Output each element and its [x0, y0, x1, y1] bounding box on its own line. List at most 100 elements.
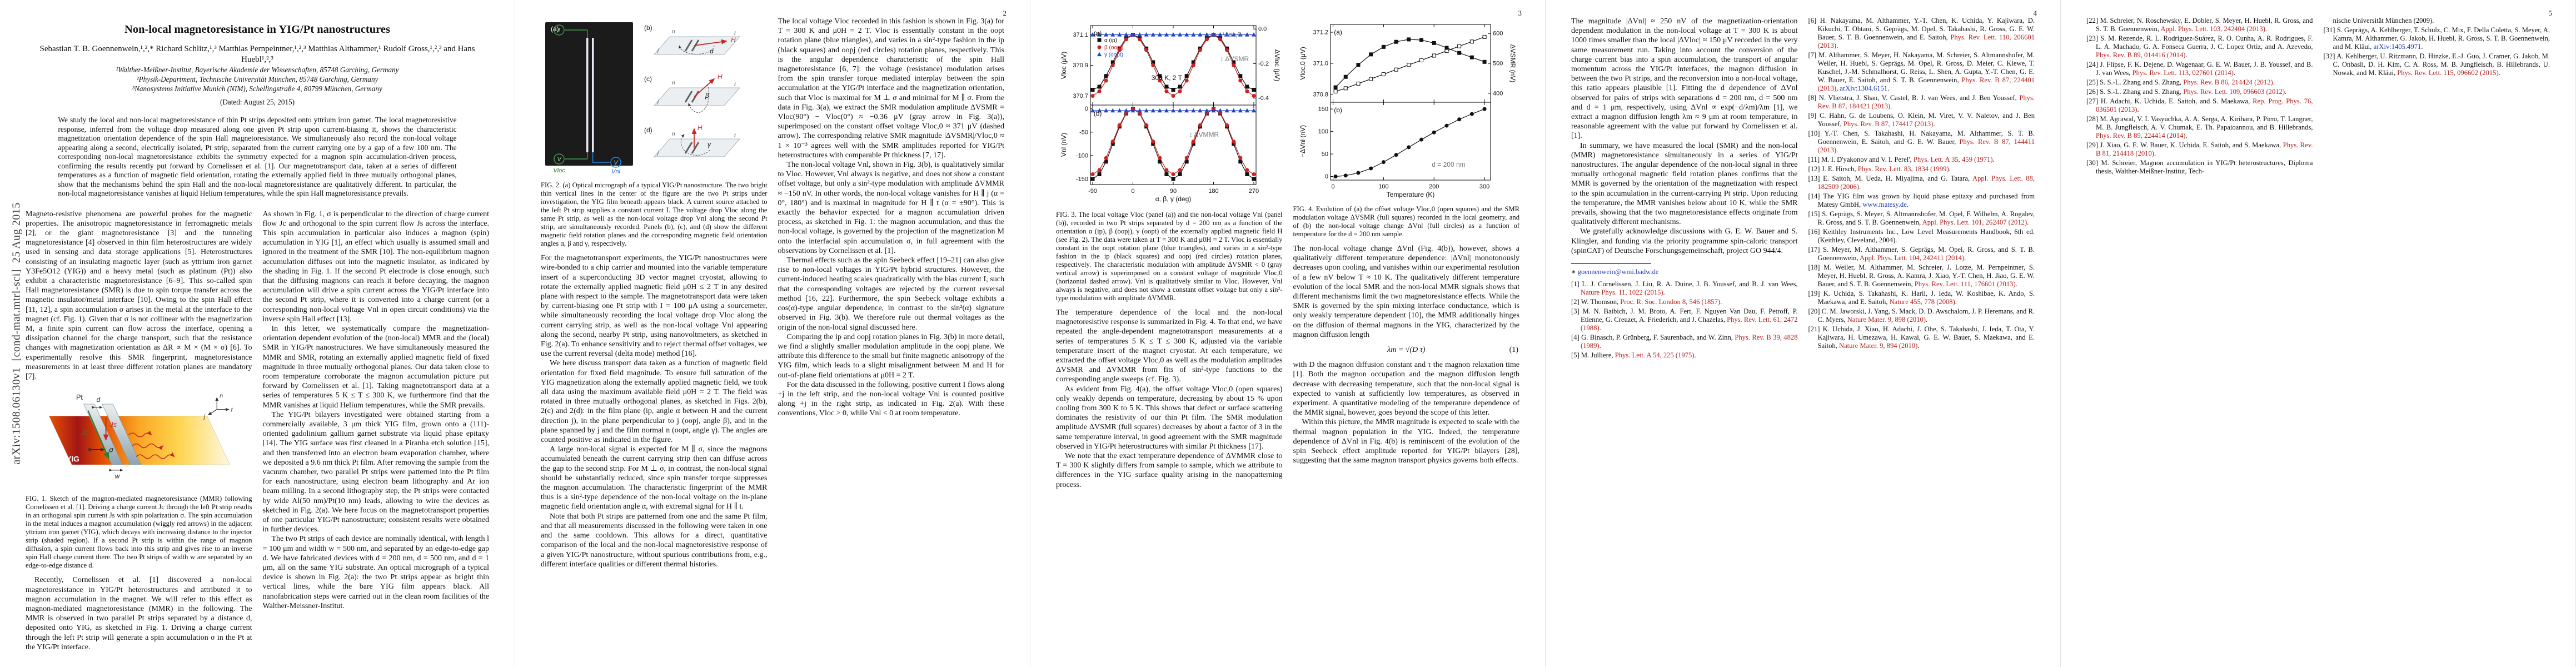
figure1-caption: FIG. 1. Sketch of the magnon-mediated ma… [26, 495, 252, 570]
reference-continuation: nische Universität München (2009). [2333, 17, 2434, 24]
svg-text:γ: γ [707, 141, 711, 148]
reference-entry: [3] M. N. Baibich, J. M. Broto, A. Fert,… [1571, 307, 1798, 332]
svg-text:(d): (d) [644, 126, 652, 134]
svg-text:370.7: 370.7 [1073, 93, 1088, 99]
paragraph: In this letter, we systematically compar… [262, 324, 490, 410]
svg-text:j: j [656, 48, 659, 54]
fig1-js-label: Js [109, 421, 117, 429]
fig2-panel-a-label: (a) [551, 25, 559, 33]
paragraph: We note that the exact temperature depen… [1056, 452, 1283, 489]
abstract: We study the local and non-local magneto… [58, 116, 457, 197]
svg-text:-90: -90 [1088, 188, 1097, 195]
paragraph: A large non-local signal is expected for… [541, 445, 768, 511]
reference-entry: [10] Y.-T. Chen, S. Takahashi, H. Nakaya… [1808, 130, 2035, 154]
fig2-vloc-meter-label: V [557, 156, 562, 163]
figure-3: 370.7 370.9 371.1 0.0 -0.2 -0.4 Vloc (μV) ΔVloc… [1056, 19, 1283, 302]
figure4-caption: FIG. 4. Evolution of (a) the offset volt… [1293, 205, 1520, 238]
figure2-caption: FIG. 2. (a) Optical micrograph of a typi… [541, 181, 768, 248]
svg-text:300: 300 [1479, 183, 1489, 190]
affiliation-1: ¹Walther-Meißner-Institut, Bayerische Ak… [116, 66, 399, 74]
svg-text:0: 0 [1131, 188, 1134, 195]
reference-entry: [21] K. Uchida, J. Xiao, H. Adachi, J. O… [1808, 325, 2035, 350]
svg-text:100: 100 [1378, 183, 1388, 190]
svg-text:α: α [710, 47, 714, 55]
svg-text:α (ip): α (ip) [1104, 38, 1117, 44]
footnote-marker: ∗ [1571, 268, 1578, 276]
page-2: 2 I V Vl [515, 0, 1030, 667]
reference-entry: [5] M. Julliere, Phys. Lett. A 54, 225 (… [1571, 351, 1696, 360]
email-address: goennenwein@wmi.badw.de [1577, 268, 1659, 276]
svg-text:Vloc (μV): Vloc (μV) [1060, 52, 1068, 79]
paragraph: Comparing the ip and oopj rotation plane… [778, 332, 1005, 380]
paragraph: with D the magnon diffusion constant and… [1293, 361, 1520, 417]
fig2-vnl-meter-label: V [614, 160, 619, 166]
svg-text:H: H [731, 36, 736, 44]
fig2-rotation-plane-d: (d) H γ j t n [644, 124, 740, 157]
reference-entry: [9] C. Hahn, G. de Loubens, O. Klein, M.… [1808, 112, 2035, 128]
reference-entry: [12] J. E. Hirsch, Phys. Rev. Lett. 83, … [1808, 165, 1951, 173]
author-line: Sebastian T. B. Goennenwein,¹,²,* Richar… [39, 44, 475, 64]
reference-entry: [11] M. I. D'yakonov and V. I. Perel', P… [1808, 156, 1995, 163]
page1-right-column: As shown in Fig. 1, σ is perpendicular t… [263, 210, 490, 654]
equation-1: λm = √(D τ) (1) [1293, 345, 1520, 355]
reference-entry: [7] M. Althammer, S. Meyer, H. Nakayama,… [1808, 51, 2035, 92]
figure1-mmr-sketch-graphic: d w Jc Js σ Pt [48, 392, 233, 480]
affiliation-3: ³Nanosystems Initiative Munich (NIM), Sc… [132, 84, 382, 93]
svg-text:γ (oopt): γ (oopt) [1104, 52, 1123, 58]
svg-text:H: H [718, 73, 723, 81]
paragraph: Recently, Cornelissen et al. [1] discove… [26, 576, 252, 651]
svg-text:370.8: 370.8 [1313, 92, 1329, 98]
reference-entry: [24] J. Flipse, F. K. Dejene, D. Wagenaa… [2086, 61, 2313, 77]
page-1: arXiv:1508.06130v1 [cond-mat.mtrl-sci] 2… [0, 0, 515, 667]
reference-entry: [25] S. S.-L. Zhang and S. Zhang, Phys. … [2086, 78, 2275, 86]
svg-text:Temperature (K): Temperature (K) [1387, 191, 1435, 198]
fig2-rotation-plane-c: (c) H β j t n [644, 73, 740, 113]
reference-entry: [8] N. Vlietstra, J. Shan, V. Castel, B.… [1808, 94, 2035, 110]
svg-text:0.0: 0.0 [1258, 26, 1267, 33]
reference-entry: [27] H. Adachi, K. Uchida, E. Saitoh, an… [2086, 97, 2313, 113]
figure3-caption: FIG. 3. The local voltage Vloc (panel (a… [1056, 211, 1283, 302]
reference-entry: [28] M. Agrawal, V. I. Vasyuchka, A. A. … [2086, 115, 2313, 140]
reference-entry: [19] K. Uchida, S. Takahashi, K. Harii, … [1808, 290, 2035, 306]
page-number: 2 [1003, 9, 1007, 17]
paragraph: Within this picture, the MMR magnitude i… [1293, 418, 1520, 465]
svg-text:0: 0 [1325, 173, 1328, 180]
fig2-rotation-plane-b: (b) H α j t n [644, 24, 740, 55]
svg-text:-150: -150 [1076, 176, 1088, 182]
paragraph: The two Pt strips of each device are nom… [262, 535, 490, 610]
figure2-micrograph-graphic: I V Vloc V Vnl (a) (b) [545, 22, 740, 175]
svg-text:(b): (b) [644, 24, 652, 32]
svg-text:j: j [656, 99, 659, 105]
paragraph: As evident from Fig. 4(a), the offset vo… [1056, 385, 1283, 451]
svg-text:ΔVloc (μV): ΔVloc (μV) [1273, 49, 1280, 82]
paragraph: The temperature dependence of the local … [1056, 308, 1283, 384]
svg-text:180: 180 [1208, 188, 1218, 195]
page-5: 5 [22] M. Schreier, N. Roschewsky, E. Do… [2061, 0, 2576, 667]
svg-text:t: t [734, 82, 736, 88]
svg-text:−ΔVnl (nV): −ΔVnl (nV) [1299, 125, 1307, 157]
reference-entry: [26] S. S.-L. Zhang and S. Zhang, Phys. … [2086, 88, 2287, 96]
svg-text:400: 400 [1493, 90, 1503, 97]
reference-list: [6] H. Nakayama, M. Althammer, Y.-T. Che… [1808, 17, 2035, 350]
reference-entry: [20] C. M. Jaworski, J. Yang, S. Mack, D… [1808, 307, 2035, 323]
svg-text:50: 50 [1322, 151, 1328, 158]
svg-text:n: n [672, 131, 675, 137]
svg-text:j: j [656, 150, 659, 156]
svg-text:t: t [734, 31, 736, 37]
fig2-vloc-label: Vloc [553, 167, 565, 174]
svg-text:-0.2: -0.2 [1258, 61, 1269, 67]
paragraph: The magnitude |ΔVnl| ≈ 250 nV of the mag… [1571, 17, 1798, 141]
reference-entry: [15] S. Geprägs, S. Meyer, S. Altmannsho… [1808, 210, 2035, 226]
affiliation-2: ²Physik-Department, Technische Universit… [136, 75, 378, 83]
svg-text:-50: -50 [1079, 129, 1088, 136]
email-footnote: ∗ goennenwein@wmi.badw.de [1571, 267, 1798, 277]
dated-line: (Dated: August 25, 2015) [220, 98, 295, 106]
arxiv-stamp: arXiv:1508.06130v1 [cond-mat.mtrl-sci] 2… [10, 202, 23, 465]
paragraph: The non-local voltage Vnl, shown in Fig.… [778, 161, 1005, 255]
svg-text:n: n [672, 29, 675, 35]
svg-text:ΔVSMR (nV): ΔVSMR (nV) [1509, 44, 1517, 83]
fig1-w-label: w [115, 473, 121, 480]
reference-entry: [17] S. Meyer, M. Althammer, S. Geprägs,… [1808, 246, 2035, 262]
figure-2: I V Vloc V Vnl (a) (b) [541, 19, 768, 248]
